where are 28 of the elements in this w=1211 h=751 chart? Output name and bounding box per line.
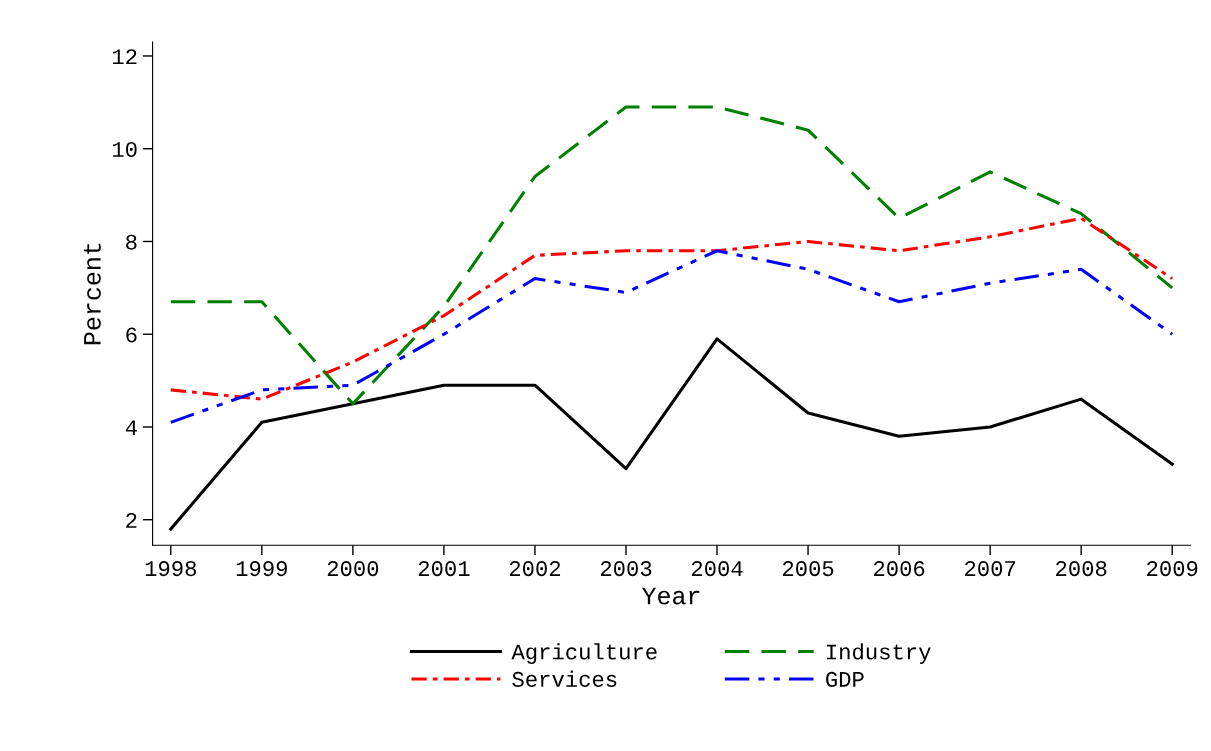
x-tick-label: 2000 <box>327 561 379 577</box>
x-tick-label: 2007 <box>965 561 1016 577</box>
legend-label: Services <box>512 670 617 687</box>
x-tick-label: 2008 <box>1056 561 1107 577</box>
x-tick-label: 2009 <box>1147 561 1198 577</box>
x-tick-label: 1998 <box>145 561 196 577</box>
y-tick-label: 8 <box>126 234 137 250</box>
y-axis-title: Percent <box>83 243 101 345</box>
x-tick-label: 2005 <box>782 561 834 577</box>
legend-label: GDP <box>826 671 864 687</box>
x-tick-label: 2003 <box>600 561 652 577</box>
y-tick-label: 10 <box>112 141 137 157</box>
x-tick-label: 2002 <box>509 561 561 577</box>
line-series <box>169 105 1174 406</box>
x-tick-label: 2006 <box>873 561 925 577</box>
y-tick-label: 12 <box>112 49 137 65</box>
legend-label: Industry <box>827 643 931 664</box>
line-series <box>169 216 1174 401</box>
x-axis-title: Year <box>641 587 700 605</box>
y-tick-label: 2 <box>126 512 137 528</box>
line-series <box>169 249 1174 424</box>
y-tick-label: 4 <box>125 420 137 436</box>
x-tick-label: 1999 <box>236 561 287 577</box>
y-tick-label: 6 <box>126 327 137 343</box>
x-tick-label: 2004 <box>691 561 743 577</box>
legend-label: Agriculture <box>511 643 657 664</box>
line-series <box>169 337 1174 531</box>
x-tick-label: 2001 <box>418 561 470 577</box>
